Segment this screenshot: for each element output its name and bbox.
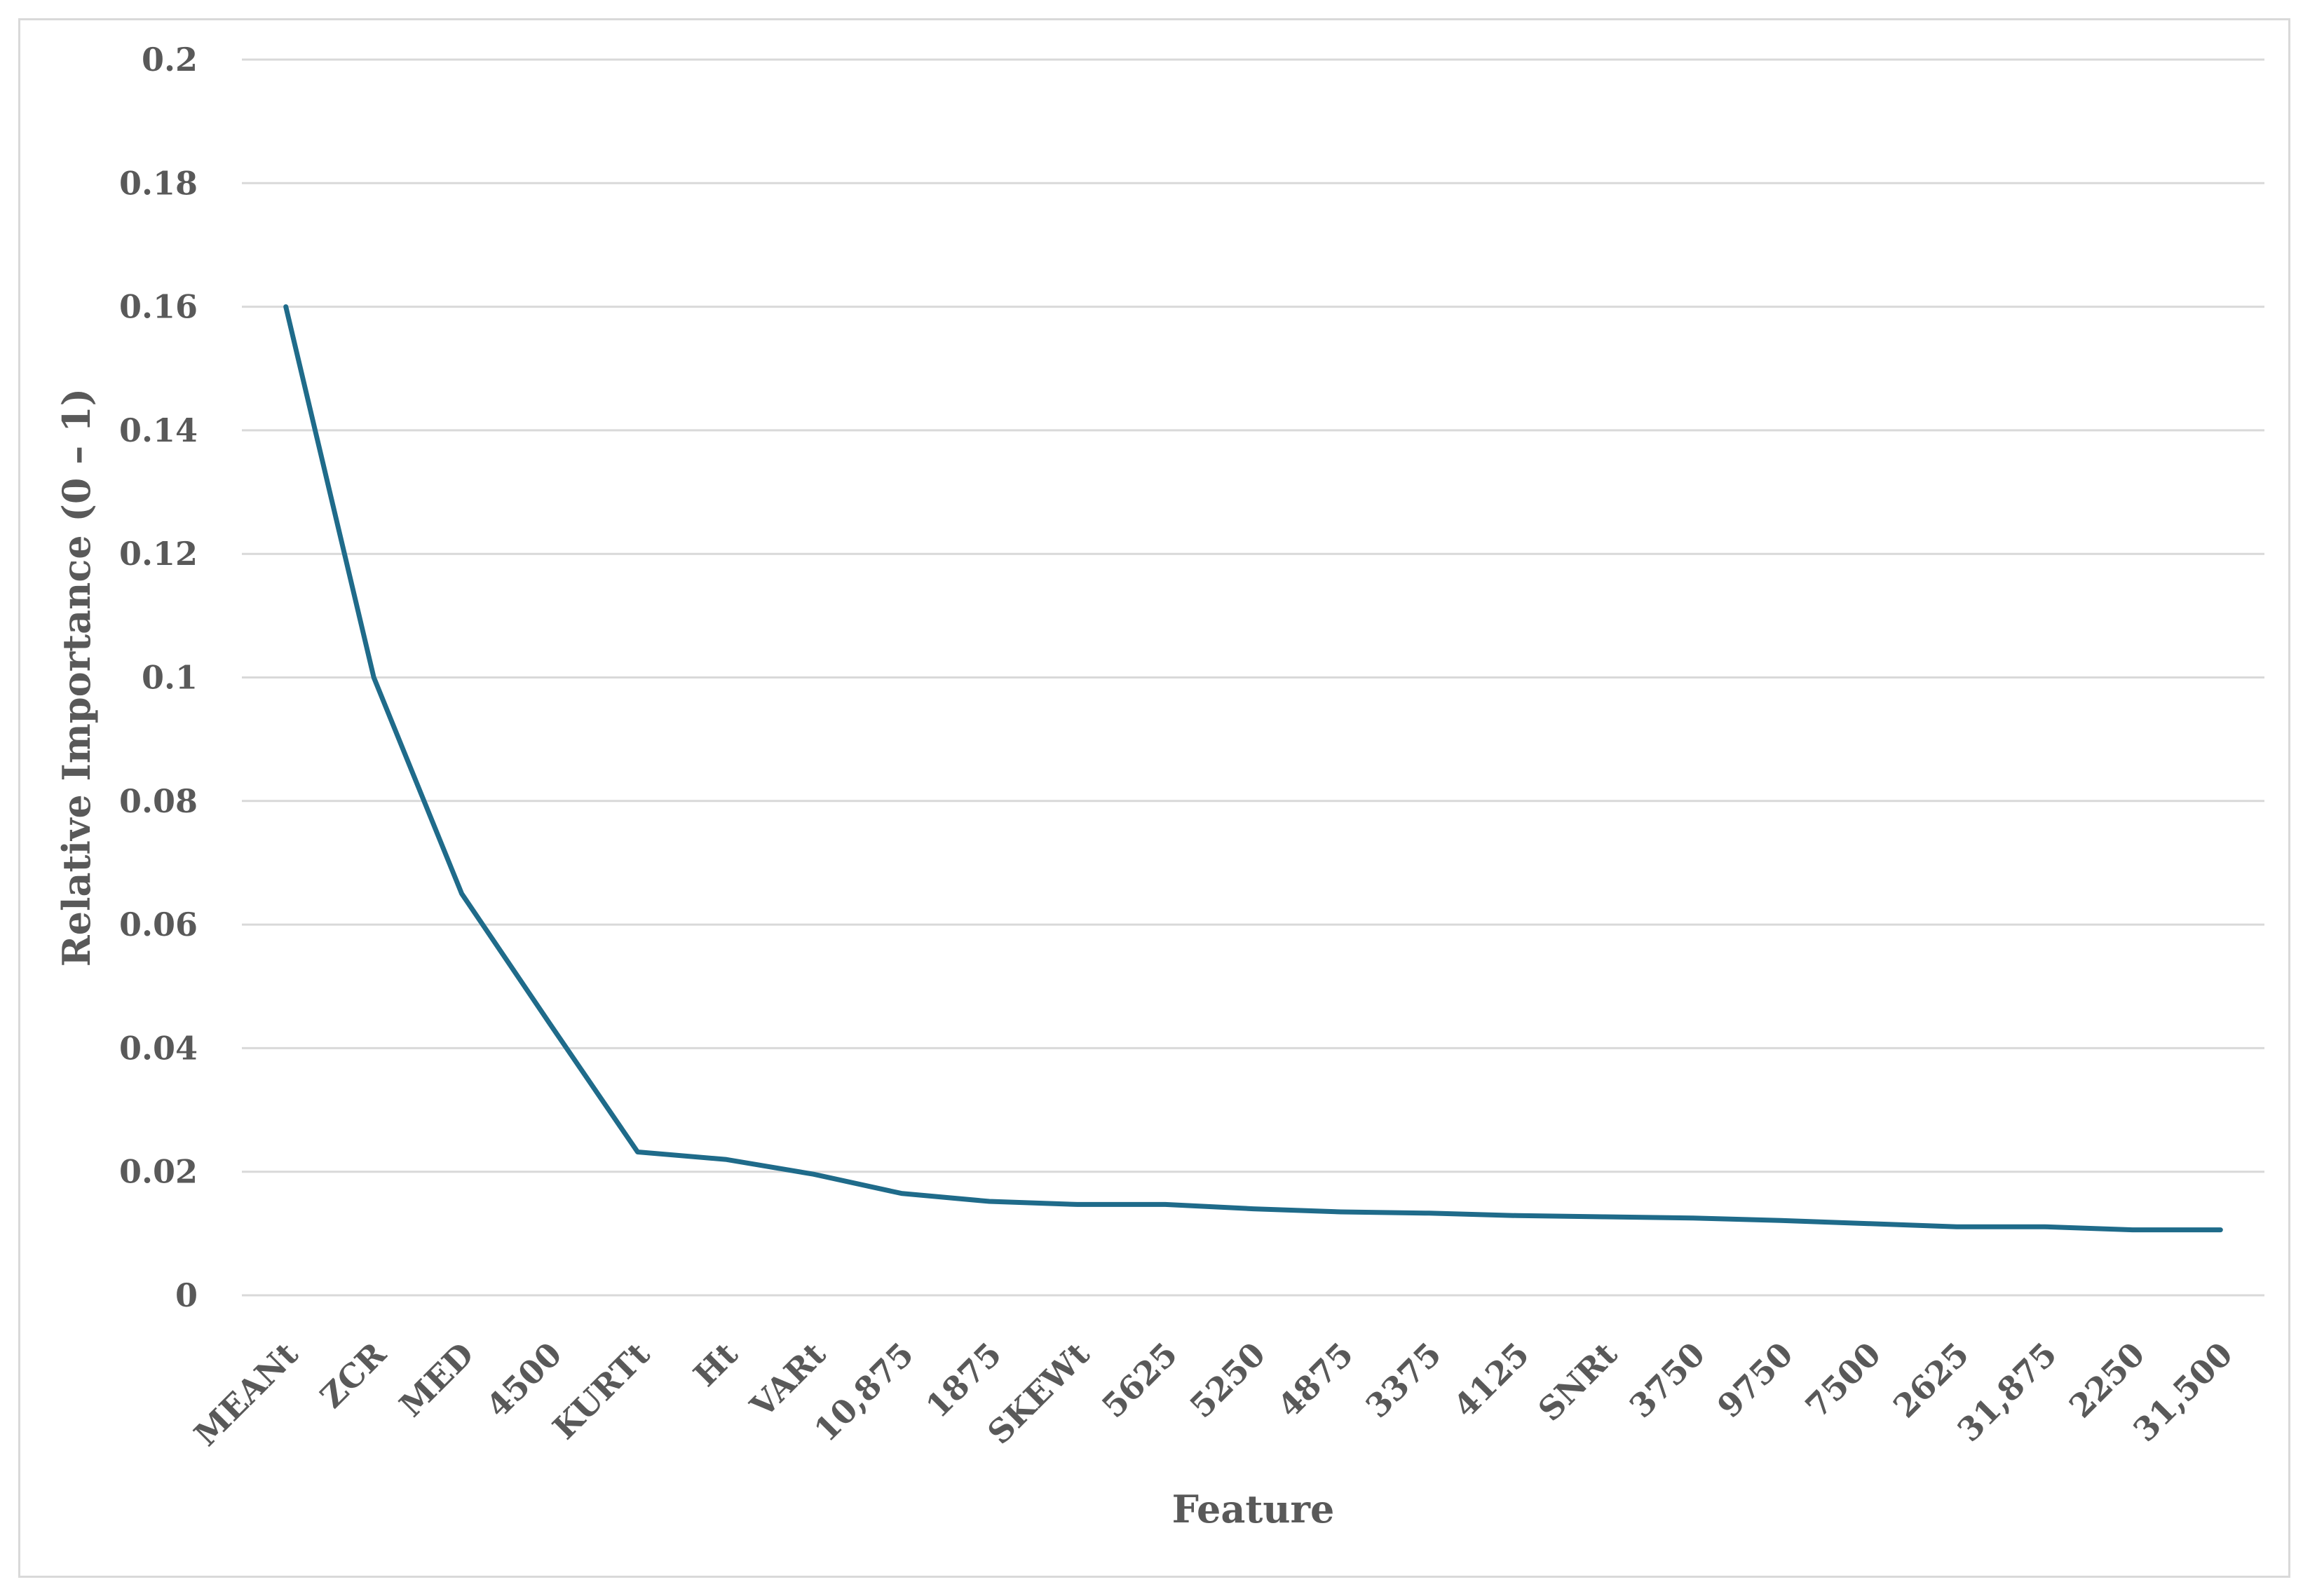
x-tick-label: MEANt — [187, 1335, 306, 1454]
y-tick-label: 0.2 — [142, 41, 198, 79]
y-tick-label: 0.18 — [119, 164, 198, 202]
y-axis-ticks: 0 0.02 0.04 0.06 0.08 0.1 0.12 0.14 0.16 0.18 0.2 — [119, 41, 198, 1314]
x-tick-label: MED — [392, 1335, 481, 1424]
y-tick-label: 0.16 — [119, 288, 198, 326]
x-tick-label: 31,500 — [2126, 1335, 2240, 1450]
x-tick-label: 5250 — [1183, 1335, 1273, 1426]
x-tick-label: 5625 — [1094, 1335, 1185, 1426]
x-tick-label: ZCR — [313, 1335, 393, 1415]
x-tick-label: 4125 — [1446, 1335, 1537, 1426]
x-tick-label: KURTt — [545, 1335, 658, 1447]
y-tick-label: 0.08 — [119, 782, 198, 820]
y-tick-label: 0.06 — [119, 906, 198, 943]
gridlines — [242, 58, 2264, 1297]
chart-frame — [18, 18, 2290, 1578]
x-tick-label: 10,875 — [807, 1335, 921, 1450]
x-tick-label: SNRt — [1531, 1335, 1625, 1428]
y-tick-label: 0.1 — [142, 659, 198, 697]
series-line — [283, 304, 2223, 1233]
series-layer — [283, 304, 2223, 1233]
y-tick-label: 0.14 — [119, 411, 198, 449]
y-tick-label: 0.02 — [119, 1153, 198, 1191]
x-tick-label: 9750 — [1710, 1335, 1800, 1426]
y-tick-label: 0.04 — [119, 1029, 198, 1067]
x-tick-label: 7500 — [1798, 1335, 1889, 1426]
x-tick-label: 31,875 — [1950, 1335, 2065, 1450]
x-tick-label: 3375 — [1358, 1335, 1448, 1426]
x-tick-label: 3750 — [1622, 1335, 1713, 1426]
x-tick-label: 4875 — [1270, 1335, 1361, 1426]
y-axis-title: Relative Importance (0 – 1) — [54, 388, 99, 967]
x-tick-label: Ht — [686, 1335, 745, 1393]
y-tick-label: 0 — [175, 1276, 198, 1314]
x-axis-title: Feature — [1172, 1487, 1335, 1532]
y-tick-label: 0.12 — [119, 535, 198, 573]
